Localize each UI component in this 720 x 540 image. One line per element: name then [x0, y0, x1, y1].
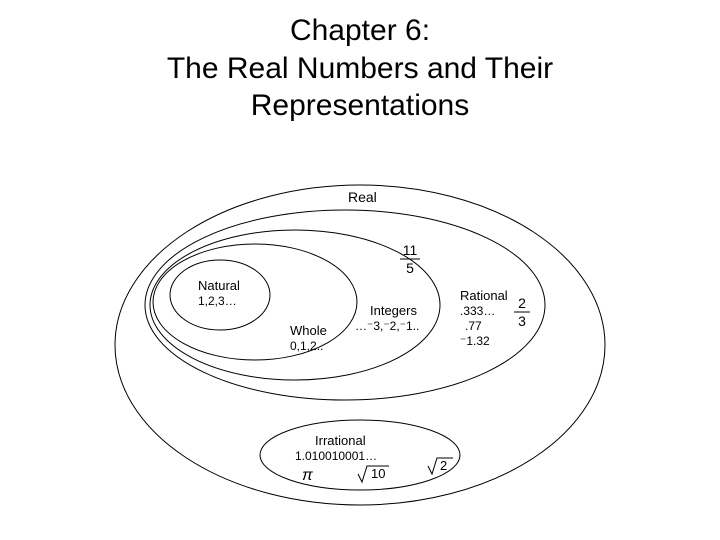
fraction-2-3: 2 3	[514, 295, 530, 329]
sqrt-10: 10	[358, 466, 389, 482]
fraction-11-5-den: 5	[406, 260, 414, 276]
fraction-11-5: 11 5	[400, 242, 420, 276]
rational-example-3: ⁻1.32	[460, 334, 490, 348]
rational-example-1: .333…	[460, 304, 495, 318]
sqrt-2-value: 2	[440, 458, 447, 473]
fraction-2-3-den: 3	[518, 313, 526, 329]
whole-label: Whole	[290, 323, 327, 338]
sqrt-10-value: 10	[371, 466, 385, 481]
rational-label: Rational	[460, 288, 508, 303]
fraction-11-5-num: 11	[403, 242, 418, 258]
title-line-1: Chapter 6:	[290, 14, 430, 47]
rational-example-2: .77	[465, 319, 482, 333]
pi-symbol: π	[302, 467, 313, 484]
irrational-example: 1.010010001…	[295, 449, 377, 463]
venn-svg: Real Rational Integers Whole Natural Irr…	[90, 170, 630, 530]
integers-example: …⁻3,⁻2,⁻1..	[355, 319, 419, 333]
title-line-3: Representations	[251, 89, 469, 122]
fraction-2-3-num: 2	[518, 295, 526, 311]
irrational-label: Irrational	[315, 433, 366, 448]
natural-label: Natural	[198, 278, 240, 293]
whole-example: 0,1,2..	[290, 339, 323, 353]
whole-ellipse	[153, 244, 357, 360]
integers-label: Integers	[370, 303, 417, 318]
slide-title: Chapter 6: The Real Numbers and Their Re…	[0, 12, 720, 125]
number-sets-venn-diagram: Real Rational Integers Whole Natural Irr…	[90, 170, 630, 530]
slide: Chapter 6: The Real Numbers and Their Re…	[0, 0, 720, 540]
title-line-2: The Real Numbers and Their	[167, 52, 553, 85]
real-label: Real	[348, 189, 377, 205]
natural-example: 1,2,3…	[198, 294, 237, 308]
